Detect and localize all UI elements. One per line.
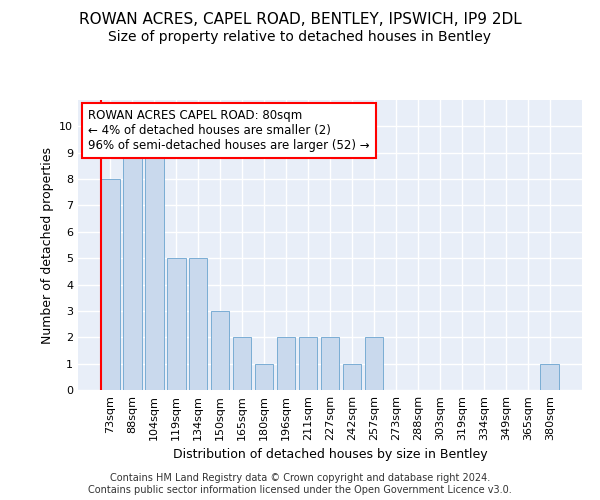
Bar — [541, 364, 559, 390]
Bar — [167, 258, 185, 390]
Text: ROWAN ACRES, CAPEL ROAD, BENTLEY, IPSWICH, IP9 2DL: ROWAN ACRES, CAPEL ROAD, BENTLEY, IPSWIC… — [79, 12, 521, 28]
Text: ROWAN ACRES CAPEL ROAD: 80sqm
← 4% of detached houses are smaller (2)
96% of sem: ROWAN ACRES CAPEL ROAD: 80sqm ← 4% of de… — [88, 108, 370, 152]
Bar — [145, 152, 164, 390]
Bar — [101, 179, 119, 390]
Bar — [211, 311, 229, 390]
Bar — [320, 338, 340, 390]
X-axis label: Distribution of detached houses by size in Bentley: Distribution of detached houses by size … — [173, 448, 487, 462]
Bar — [123, 152, 142, 390]
Bar — [233, 338, 251, 390]
Bar — [189, 258, 208, 390]
Bar — [255, 364, 274, 390]
Bar — [299, 338, 317, 390]
Text: Contains HM Land Registry data © Crown copyright and database right 2024.
Contai: Contains HM Land Registry data © Crown c… — [88, 474, 512, 495]
Y-axis label: Number of detached properties: Number of detached properties — [41, 146, 53, 344]
Bar — [277, 338, 295, 390]
Bar — [343, 364, 361, 390]
Bar — [365, 338, 383, 390]
Text: Size of property relative to detached houses in Bentley: Size of property relative to detached ho… — [109, 30, 491, 44]
